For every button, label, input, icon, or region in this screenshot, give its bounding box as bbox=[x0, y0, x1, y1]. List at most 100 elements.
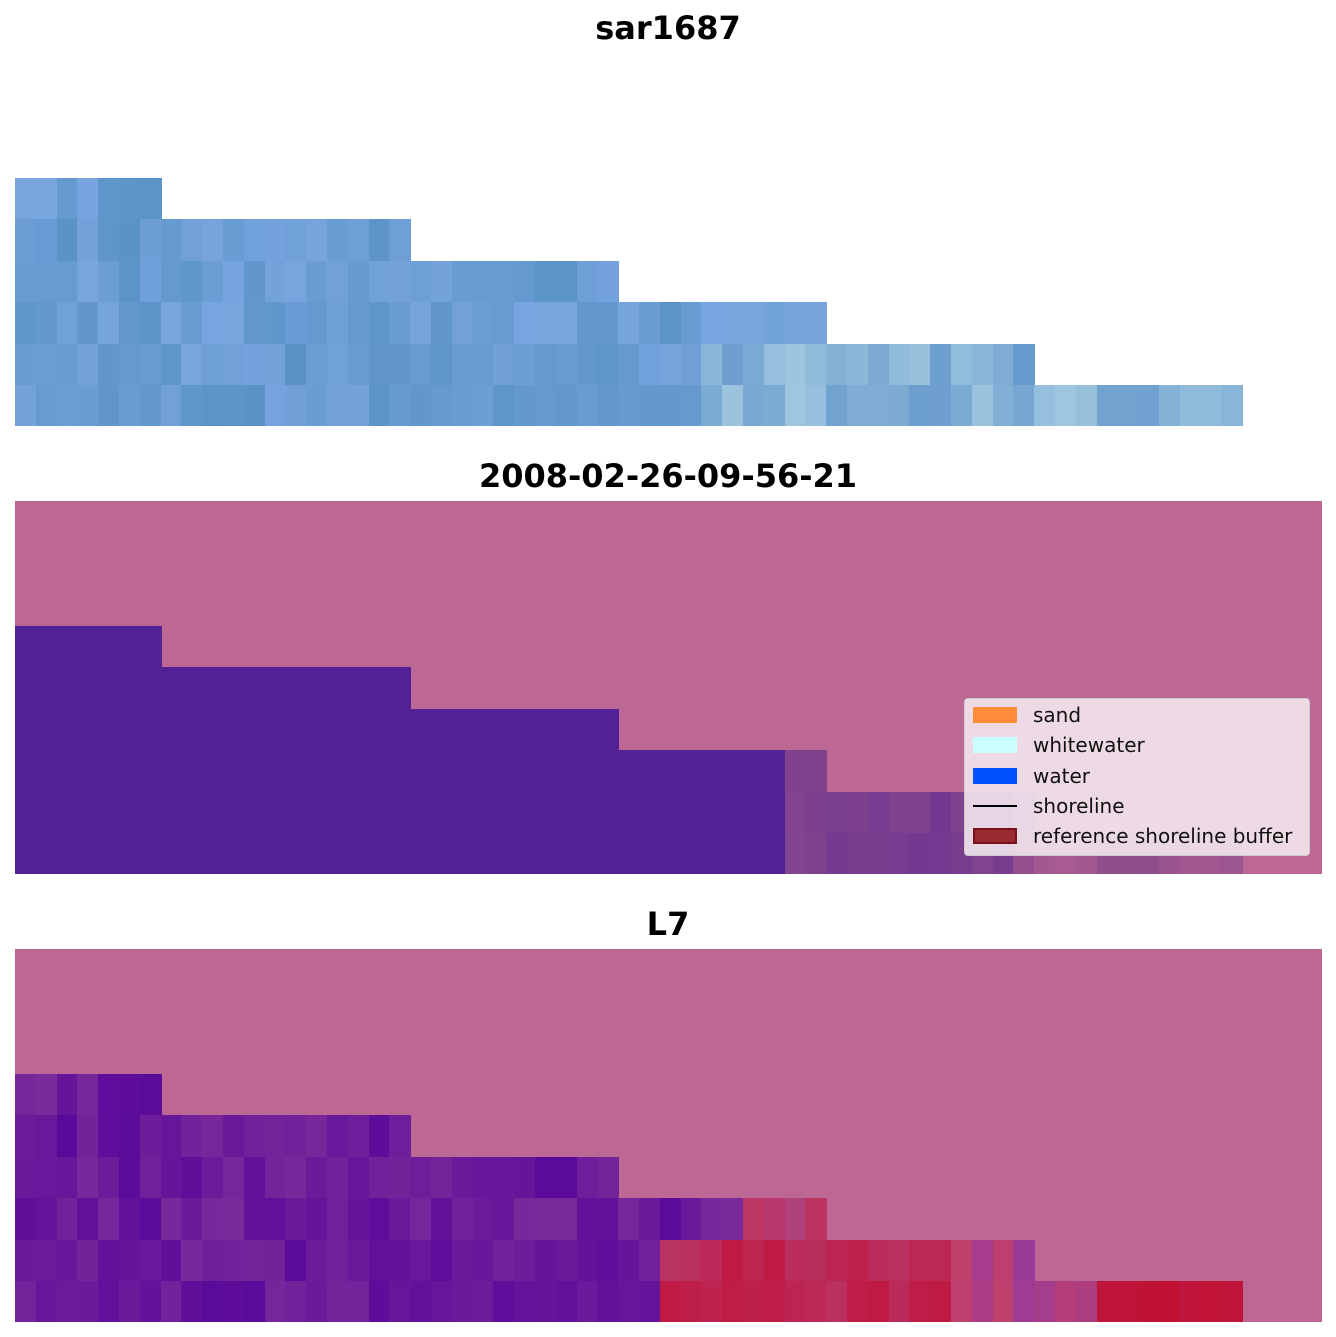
rgb-pixel bbox=[35, 177, 58, 220]
rgb-pixel bbox=[763, 302, 786, 345]
class-pixel bbox=[202, 667, 224, 710]
satellite-pixel bbox=[909, 1239, 932, 1282]
satellite-pixel bbox=[15, 1198, 37, 1241]
satellite-pixel bbox=[555, 1281, 578, 1322]
panel-title-rgb: sar1687 bbox=[595, 9, 741, 47]
rgb-pixel bbox=[223, 219, 245, 262]
rgb-pixel bbox=[139, 260, 162, 303]
satellite-pixel bbox=[451, 1281, 474, 1322]
rgb-pixel bbox=[160, 219, 183, 262]
rgb-pixel bbox=[98, 177, 120, 220]
rgb-pixel bbox=[722, 302, 744, 345]
rgb-pixel bbox=[431, 260, 453, 303]
rgb-pixel bbox=[451, 343, 474, 386]
class-pixel bbox=[77, 833, 100, 874]
satellite-pixel bbox=[493, 1239, 516, 1282]
satellite-pixel bbox=[181, 1156, 204, 1199]
rgb-pixel bbox=[888, 385, 911, 426]
class-pixel bbox=[77, 750, 100, 793]
rgb-pixel bbox=[285, 385, 308, 426]
class-pixel bbox=[431, 833, 453, 874]
satellite-pixel bbox=[368, 1198, 391, 1241]
satellite-pixel bbox=[264, 1198, 287, 1241]
class-pixel bbox=[763, 791, 786, 834]
rgb-pixel bbox=[264, 343, 287, 386]
rgb-pixel bbox=[56, 385, 79, 426]
class-pixel bbox=[555, 750, 578, 793]
rgb-pixel bbox=[555, 302, 578, 345]
satellite-pixel bbox=[805, 1239, 828, 1282]
rgb-pixel bbox=[98, 343, 120, 386]
rgb-pixel bbox=[1221, 385, 1244, 426]
rgb-pixel bbox=[368, 385, 391, 426]
satellite-pixel bbox=[119, 1239, 141, 1282]
class-pixel bbox=[784, 791, 807, 834]
satellite-pixel bbox=[77, 1073, 100, 1116]
class-pixel bbox=[181, 708, 204, 751]
rgb-pixel bbox=[514, 385, 536, 426]
rgb-pixel bbox=[493, 260, 516, 303]
satellite-pixel bbox=[77, 1115, 100, 1158]
satellite-pixel bbox=[15, 1115, 37, 1158]
satellite-pixel bbox=[368, 1239, 391, 1282]
rgb-pixel bbox=[618, 385, 640, 426]
class-pixel bbox=[576, 708, 599, 751]
class-pixel bbox=[139, 750, 162, 793]
rgb-pixel bbox=[35, 343, 58, 386]
satellite-pixel bbox=[306, 1239, 328, 1282]
satellite-pixel bbox=[306, 1198, 328, 1241]
satellite-pixel bbox=[826, 1239, 848, 1282]
rgb-pixel bbox=[181, 219, 204, 262]
rgb-pixel bbox=[327, 260, 349, 303]
satellite-pixel bbox=[618, 1239, 640, 1282]
satellite-pixel bbox=[327, 1281, 349, 1322]
satellite-pixel bbox=[743, 1198, 765, 1241]
rgb-pixel bbox=[555, 260, 578, 303]
class-pixel bbox=[223, 667, 245, 710]
satellite-pixel bbox=[347, 1281, 370, 1322]
rgb-pixel bbox=[181, 260, 204, 303]
rgb-pixel bbox=[1138, 385, 1160, 426]
satellite-pixel bbox=[680, 1239, 703, 1282]
class-pixel bbox=[389, 791, 412, 834]
satellite-pixel bbox=[264, 1156, 287, 1199]
rgb-pixel bbox=[722, 385, 744, 426]
satellite-pixel bbox=[514, 1281, 536, 1322]
rgb-pixel bbox=[139, 385, 162, 426]
rgb-pixel bbox=[77, 385, 100, 426]
satellite-pixel bbox=[847, 1239, 869, 1282]
rgb-pixel bbox=[1013, 385, 1036, 426]
satellite-pixel bbox=[285, 1115, 308, 1158]
panel-title-satellite: L7 bbox=[646, 905, 690, 943]
rgb-pixel bbox=[202, 343, 224, 386]
rgb-pixel bbox=[243, 219, 266, 262]
class-pixel bbox=[410, 791, 432, 834]
satellite-pixel bbox=[202, 1156, 224, 1199]
class-pixel bbox=[243, 791, 266, 834]
class-pixel bbox=[15, 667, 37, 710]
class-pixel bbox=[909, 833, 932, 874]
satellite-pixel bbox=[327, 1156, 349, 1199]
rgb-pixel bbox=[472, 302, 495, 345]
rgb-pixel bbox=[701, 343, 724, 386]
satellite-pixel bbox=[139, 1073, 162, 1116]
rgb-pixel bbox=[15, 385, 37, 426]
satellite-pixel bbox=[639, 1198, 661, 1241]
satellite-pixel bbox=[410, 1156, 432, 1199]
satellite-pixel bbox=[98, 1115, 120, 1158]
class-pixel bbox=[576, 791, 599, 834]
rgb-pixel bbox=[743, 343, 765, 386]
satellite-pixel bbox=[451, 1239, 474, 1282]
class-pixel bbox=[181, 833, 204, 874]
rgb-pixel bbox=[451, 302, 474, 345]
rgb-pixel bbox=[160, 343, 183, 386]
rgb-pixel bbox=[576, 343, 599, 386]
class-pixel bbox=[15, 791, 37, 834]
rgb-pixel bbox=[909, 385, 932, 426]
legend-item-reference-buffer: reference shoreline buffer bbox=[973, 824, 1292, 848]
rgb-pixel bbox=[306, 260, 328, 303]
rgb-pixel bbox=[243, 343, 266, 386]
class-pixel bbox=[285, 791, 308, 834]
rgb-pixel bbox=[119, 302, 141, 345]
satellite-pixel bbox=[35, 1198, 58, 1241]
